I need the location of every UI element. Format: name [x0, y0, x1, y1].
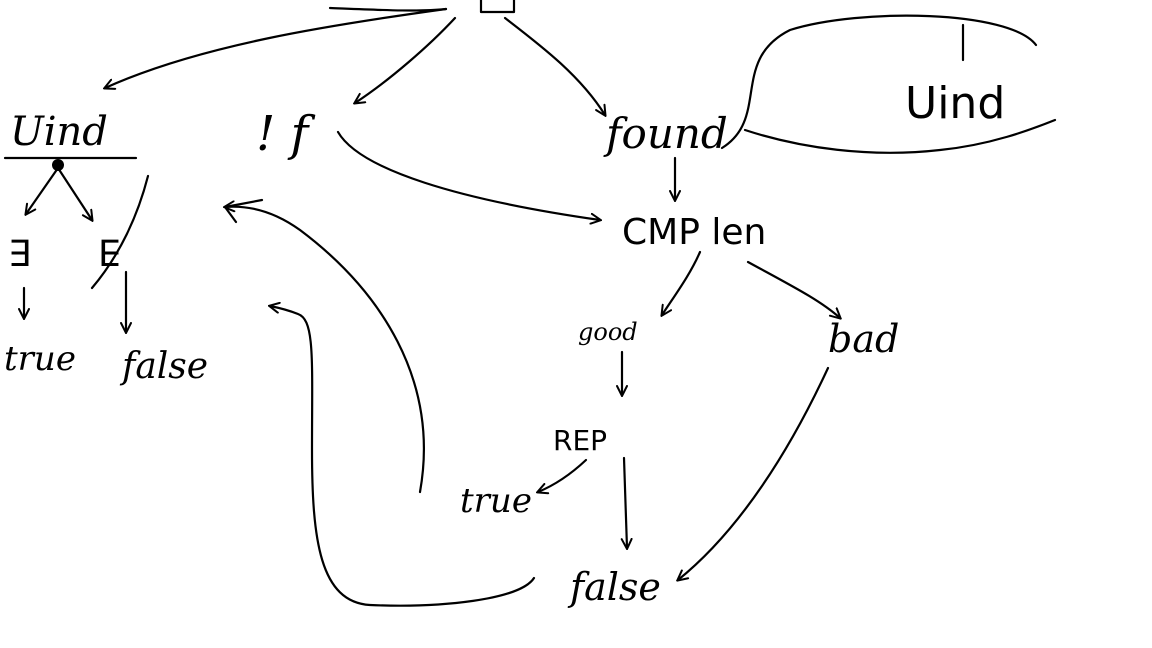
root-node-mark [479, 0, 516, 14]
arrow-not-f-to-cmp [336, 130, 600, 220]
uind-left-label: Uind [10, 109, 108, 155]
uind-right-blob [720, 14, 1057, 154]
uind-left-dot [52, 159, 64, 171]
arrow-true-back-hook [223, 198, 264, 224]
arrow-uind-to-exists-right [56, 166, 92, 220]
arrow-uind-to-exists-left [26, 166, 60, 214]
arrow-rep-to-false [624, 456, 627, 548]
arrow-cmp-to-bad [746, 260, 840, 318]
exists-right-label: ∃ [99, 234, 122, 275]
true-left-label: true [4, 339, 76, 379]
arrow-cmp-to-good [662, 250, 702, 315]
bad-label: bad [828, 317, 899, 361]
cmp-len-label: CMP len [622, 212, 766, 253]
uind-left-node: Uind [3, 109, 138, 171]
arrow-root-to-found [503, 16, 605, 115]
found-label: found [603, 109, 728, 158]
good-label: good [578, 318, 638, 346]
arrow-root-to-uind [105, 7, 448, 88]
false-bottom-label: false [567, 565, 661, 609]
arrow-root-to-uind-stroke2 [328, 6, 448, 12]
arrow-false-back-to-false-left [270, 306, 536, 607]
arrow-rep-to-true [538, 458, 588, 492]
uind-right-label: Uind [905, 78, 1005, 129]
arrow-root-to-not-f [355, 16, 457, 103]
true-bottom-label: true [460, 481, 532, 521]
rep-label: REP [553, 424, 607, 457]
not-f-label: ! f [256, 106, 316, 162]
exists-left-label: ∃ [8, 234, 31, 275]
arrow-true-back-to-not-f [225, 207, 425, 494]
slash-stroke-right [90, 174, 150, 290]
arrow-bad-to-false [678, 366, 830, 580]
false-left-label: false [119, 346, 208, 387]
